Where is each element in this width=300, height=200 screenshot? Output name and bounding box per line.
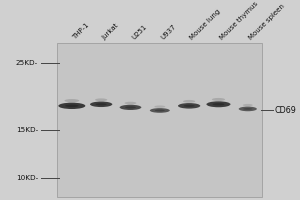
Text: THP-1: THP-1 [72, 22, 91, 41]
Ellipse shape [154, 105, 165, 108]
Text: U937: U937 [160, 24, 177, 41]
Ellipse shape [150, 108, 170, 113]
Text: Mouse spleen: Mouse spleen [248, 3, 286, 41]
Ellipse shape [184, 105, 195, 107]
Ellipse shape [212, 98, 225, 101]
Ellipse shape [95, 98, 107, 101]
Ellipse shape [64, 99, 79, 102]
Ellipse shape [90, 102, 112, 107]
Ellipse shape [120, 105, 141, 110]
FancyBboxPatch shape [57, 43, 262, 197]
Ellipse shape [124, 102, 136, 104]
Ellipse shape [178, 103, 200, 109]
Text: Jurkat: Jurkat [101, 22, 120, 41]
Text: U251: U251 [130, 24, 148, 41]
Text: 10KD-: 10KD- [16, 175, 38, 181]
Ellipse shape [155, 110, 165, 111]
Text: 15KD-: 15KD- [16, 127, 38, 133]
Ellipse shape [206, 101, 230, 107]
Text: Mouse lung: Mouse lung [189, 8, 222, 41]
Ellipse shape [243, 104, 253, 106]
Text: 25KD-: 25KD- [16, 60, 38, 66]
Ellipse shape [239, 107, 257, 111]
Ellipse shape [58, 103, 85, 109]
Ellipse shape [243, 108, 252, 110]
Ellipse shape [212, 103, 224, 105]
Ellipse shape [125, 106, 136, 108]
Ellipse shape [183, 100, 195, 103]
Ellipse shape [65, 105, 79, 107]
Text: CD69: CD69 [274, 106, 296, 115]
Text: Mouse thymus: Mouse thymus [218, 1, 259, 41]
Ellipse shape [96, 103, 107, 105]
